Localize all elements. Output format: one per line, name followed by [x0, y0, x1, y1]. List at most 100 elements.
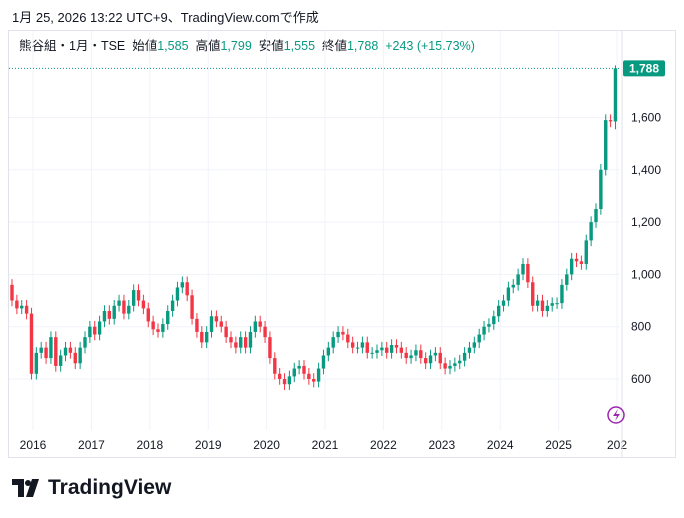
- candle-body: [258, 321, 262, 327]
- close-value: 1,788: [346, 39, 379, 53]
- candle-body: [44, 347, 48, 359]
- candle-body: [589, 222, 593, 241]
- candle-body: [331, 337, 335, 348]
- y-tick-label: 1,200: [631, 215, 661, 229]
- candle-body: [438, 352, 442, 364]
- logo-text: TradingView: [48, 476, 172, 499]
- candle-body: [229, 337, 233, 343]
- lightning-icon-bolt: [613, 409, 620, 421]
- candle-body: [97, 321, 102, 335]
- candle-body: [34, 352, 39, 374]
- candle-body: [88, 326, 92, 338]
- candle-body: [170, 300, 175, 312]
- candle-body: [297, 365, 301, 369]
- candle-body: [93, 326, 97, 335]
- candle-body: [195, 318, 199, 332]
- candle-body: [243, 337, 248, 348]
- candle-body: [365, 342, 369, 353]
- candle-body: [355, 347, 360, 349]
- candle-body: [39, 347, 43, 353]
- candle-body: [312, 379, 316, 382]
- open-label: 始値: [132, 39, 158, 53]
- candle-body: [501, 300, 506, 306]
- candle-body: [234, 342, 238, 348]
- x-tick-label: 2025: [545, 438, 572, 452]
- candle-body: [20, 305, 24, 309]
- candle-body: [253, 321, 258, 332]
- candle-body: [117, 300, 121, 306]
- candle-body: [58, 355, 63, 366]
- candle-body: [414, 350, 418, 356]
- candle-body: [224, 326, 228, 338]
- candle-body: [336, 331, 340, 338]
- candle-body: [599, 169, 603, 210]
- x-tick-label: 2024: [487, 438, 514, 452]
- candle-body: [443, 363, 447, 369]
- candle-body: [404, 352, 408, 359]
- x-tick-label: 2022: [370, 438, 397, 452]
- candle-body: [506, 287, 511, 301]
- candle-body: [604, 120, 608, 170]
- candle-body: [136, 290, 141, 301]
- candle-body: [341, 331, 345, 335]
- candle-body: [29, 313, 34, 374]
- candle-body: [540, 300, 545, 312]
- candle-body: [360, 342, 365, 348]
- candle-body: [453, 363, 457, 366]
- candle-body: [200, 331, 204, 343]
- change-value: +243 (+15.73%): [385, 39, 475, 53]
- candle-body: [287, 376, 292, 385]
- candle-body: [531, 282, 535, 306]
- candle-body: [550, 303, 554, 306]
- candle-body: [151, 321, 155, 330]
- candle-body: [458, 360, 462, 364]
- candle-body: [380, 347, 384, 351]
- candle-body: [239, 337, 243, 348]
- candle-body: [569, 258, 574, 275]
- candle-body: [161, 324, 165, 332]
- candle-body: [433, 352, 438, 356]
- candle-body: [409, 355, 413, 359]
- candle-body: [102, 311, 107, 322]
- candle-body: [594, 209, 598, 223]
- candle-body: [127, 305, 131, 314]
- candle-body: [350, 342, 355, 348]
- candle-body: [423, 358, 428, 364]
- tradingview-logo-icon: [12, 479, 39, 497]
- candle-body: [112, 305, 116, 319]
- candle-body: [579, 261, 584, 264]
- candle-body: [263, 326, 267, 338]
- candle-body: [385, 347, 389, 353]
- candle-body: [63, 347, 68, 356]
- chart-frame[interactable]: [8, 30, 676, 458]
- candle-body: [214, 316, 219, 322]
- candle-body: [560, 284, 564, 304]
- candle-body: [428, 355, 433, 364]
- candle-body: [419, 350, 423, 359]
- candle-body: [526, 263, 530, 283]
- tradingview-logo[interactable]: TradingView: [12, 476, 171, 500]
- candle-body: [565, 274, 569, 285]
- lightning-icon: [607, 406, 625, 424]
- candle-body: [521, 263, 525, 275]
- candle-body: [180, 282, 185, 288]
- ohlc-legend: 熊谷組・1月・TSE 始値1,585 高値1,799 安値1,555 終値1,7…: [19, 35, 475, 54]
- close-label: 終値: [321, 39, 347, 53]
- candle-body: [273, 358, 277, 374]
- candle-body: [545, 305, 550, 312]
- candle-body: [316, 368, 321, 382]
- candle-body: [389, 345, 394, 353]
- candle-body: [175, 287, 180, 301]
- candle-body: [78, 347, 82, 364]
- candle-body: [68, 347, 73, 353]
- candle-body: [346, 334, 350, 343]
- y-tick-label: 800: [631, 320, 651, 334]
- candle-body: [302, 365, 306, 374]
- candle-body: [122, 300, 126, 314]
- chart-caption: 1月 25, 2026 13:22 UTC+9、TradingView.comで…: [12, 10, 319, 25]
- low-value: 1,555: [283, 39, 316, 53]
- candle-body: [326, 347, 331, 356]
- symbol-label: 熊谷組・1月・TSE: [19, 39, 126, 53]
- candle-body: [292, 368, 296, 377]
